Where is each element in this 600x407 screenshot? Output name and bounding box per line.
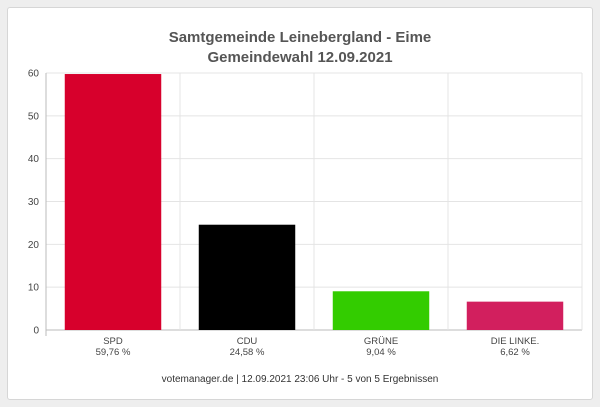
category-label: CDU	[237, 336, 258, 347]
value-label: 59,76 %	[96, 347, 131, 358]
category-label: GRÜNE	[364, 336, 398, 347]
y-tick-label: 30	[28, 197, 40, 208]
chart-panel: Samtgemeinde Leinebergland - Eime Gemein…	[7, 7, 593, 400]
bar-gr-ne	[332, 291, 430, 330]
chart-footer: votemanager.de | 12.09.2021 23:06 Uhr - …	[161, 374, 439, 385]
category-label: SPD	[103, 336, 123, 347]
bar-cdu	[198, 224, 296, 330]
y-tick-label: 60	[28, 69, 40, 80]
y-tick-label: 0	[33, 326, 39, 337]
value-label: 9,04 %	[366, 347, 396, 358]
bar-spd	[64, 74, 162, 330]
category-label: DIE LINKE.	[491, 336, 540, 347]
y-tick-label: 50	[28, 111, 40, 122]
chart-subtitle: Gemeindewahl 12.09.2021	[207, 49, 393, 66]
y-tick-label: 40	[28, 154, 40, 165]
value-label: 6,62 %	[500, 347, 530, 358]
y-tick-label: 10	[28, 283, 40, 294]
chart-title: Samtgemeinde Leinebergland - Eime	[168, 29, 432, 46]
bar-die-linke	[466, 301, 564, 330]
y-tick-label: 20	[28, 240, 40, 251]
value-label: 24,58 %	[230, 347, 265, 358]
